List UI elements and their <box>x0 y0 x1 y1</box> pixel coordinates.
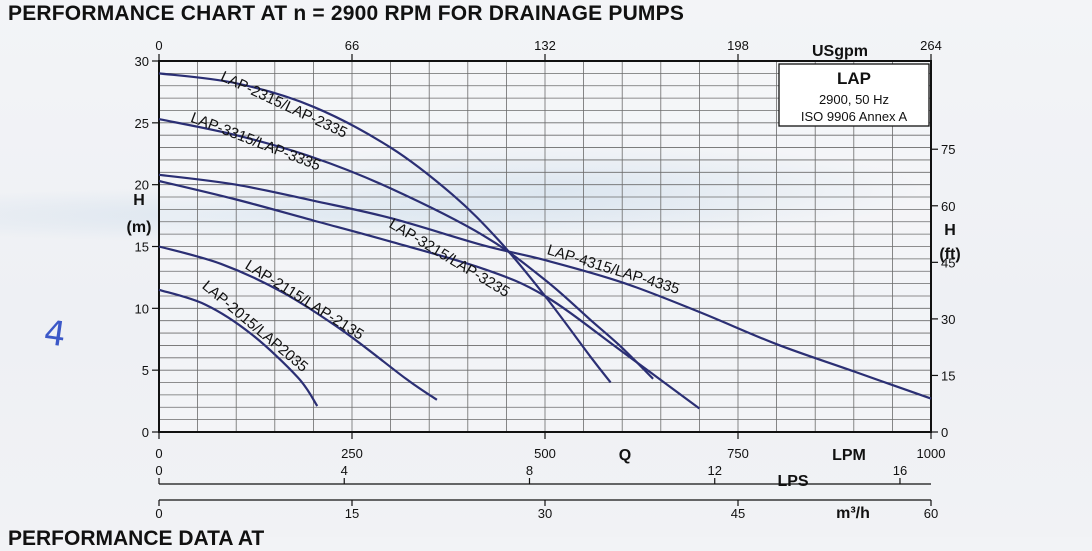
tick-label-lpm: 500 <box>534 446 556 461</box>
tick-label-h-m: 15 <box>135 240 149 255</box>
legend-line-1: LAP <box>837 69 871 88</box>
h-m-axis-unit: (m) <box>127 219 152 236</box>
tick-label-m3h: 0 <box>155 506 162 521</box>
curve-lap-3315-lap-3335 <box>158 118 654 380</box>
tick-label-h-ft: 75 <box>941 142 955 157</box>
tick-label-usgpm: 264 <box>920 38 942 53</box>
tick-label-h-m: 5 <box>142 363 149 378</box>
pump-curves <box>158 72 932 410</box>
tick-label-usgpm: 198 <box>727 38 749 53</box>
h-m-axis-label: H <box>133 192 145 209</box>
tick-label-h-ft: 30 <box>941 312 955 327</box>
tick-label-lps: 4 <box>341 463 348 478</box>
tick-label-h-ft: 15 <box>941 368 955 383</box>
tick-label-lps: 8 <box>526 463 533 478</box>
tick-label-lps: 16 <box>893 463 907 478</box>
tick-label-lpm: 0 <box>155 446 162 461</box>
tick-label-lpm: 250 <box>341 446 363 461</box>
tick-label-m3h: 45 <box>731 506 745 521</box>
chart-axes: 0 5 10 15 20 25 30 H (m) 0 15 30 45 60 75 H (ft) 0 66 132 19… <box>127 38 961 522</box>
tick-label-lps: 0 <box>155 463 162 478</box>
tick-label-usgpm: 66 <box>345 38 359 53</box>
lpm-axis-label: LPM <box>832 447 866 464</box>
tick-label-m3h: 60 <box>924 506 938 521</box>
tick-label-h-ft: 0 <box>941 425 948 440</box>
curve-lap-2115-lap-2135 <box>158 245 438 401</box>
tick-label-m3h: 15 <box>345 506 359 521</box>
tick-label-h-m: 0 <box>142 425 149 440</box>
tick-label-h-m: 30 <box>135 54 149 69</box>
legend-line-3: ISO 9906 Annex A <box>801 109 908 124</box>
tick-label-lpm: 1000 <box>917 446 946 461</box>
page-title: PERFORMANCE CHART AT n = 2900 RPM FOR DR… <box>8 2 685 25</box>
performance-chart: LAP-2315/LAP-2335LAP-3315/LAP-3335LAP-43… <box>127 38 961 522</box>
curve-lap-3215-lap-3235 <box>158 179 701 410</box>
curve-lap-2315-lap-2335 <box>158 72 612 384</box>
usgpm-axis-label: USgpm <box>812 43 868 60</box>
curve-lap-2015-lap2035 <box>158 288 319 407</box>
h-ft-axis-unit: (ft) <box>939 246 960 263</box>
curve-lap-4315-lap-4335 <box>158 173 932 400</box>
m3h-axis-label: m³/h <box>836 505 870 522</box>
tick-label-usgpm: 132 <box>534 38 556 53</box>
chart-legend-box: LAP 2900, 50 Hz ISO 9906 Annex A <box>778 63 930 127</box>
legend-line-2: 2900, 50 Hz <box>819 92 889 107</box>
next-section-heading: PERFORMANCE DATA AT <box>8 527 265 550</box>
tick-label-h-m: 10 <box>135 301 149 316</box>
tick-label-lpm: 750 <box>727 446 749 461</box>
tick-label-h-ft: 60 <box>941 199 955 214</box>
q-axis-label: Q <box>619 447 631 464</box>
h-ft-axis-label: H <box>944 222 956 239</box>
lps-axis-label: LPS <box>777 473 808 490</box>
tick-label-h-m: 25 <box>135 116 149 131</box>
tick-label-lps: 12 <box>707 463 721 478</box>
tick-label-h-ft: 45 <box>941 255 955 270</box>
tick-label-m3h: 30 <box>538 506 552 521</box>
tick-label-h-m: 20 <box>135 178 149 193</box>
tick-label-usgpm: 0 <box>155 38 162 53</box>
